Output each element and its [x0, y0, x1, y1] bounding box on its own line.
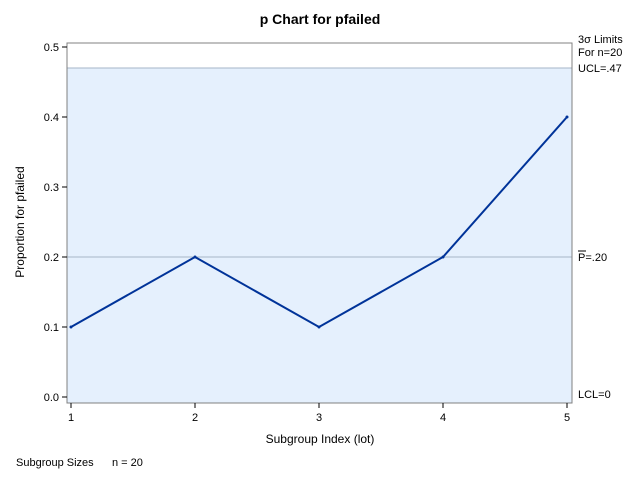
y-tick-label: 0.1 [44, 322, 59, 334]
x-tick-label: 2 [192, 412, 198, 424]
y-axis-label: Proportion for pfailed [13, 166, 27, 277]
x-axis: 1 2 3 4 5 [68, 403, 570, 424]
x-tick-label: 5 [564, 412, 570, 424]
ucl-label: UCL=.47 [578, 63, 622, 75]
data-point [441, 255, 445, 259]
data-point [565, 115, 569, 119]
subgroup-sizes-label: Subgroup Sizes [16, 457, 94, 469]
y-tick-label: 0.3 [44, 182, 59, 194]
center-label-prefix: P [578, 252, 585, 264]
limits-label-sigma: 3σ Limits [578, 34, 623, 46]
data-point [193, 255, 197, 259]
x-axis-label: Subgroup Index (lot) [266, 432, 375, 446]
y-tick-label: 0.0 [44, 392, 59, 404]
subgroup-sizes-value: n = 20 [112, 457, 143, 469]
center-label: P=.20 [578, 252, 607, 264]
chart-title: p Chart for pfailed [260, 11, 381, 27]
center-label-value: =.20 [585, 252, 607, 264]
data-points [69, 115, 569, 329]
x-tick-label: 4 [440, 412, 446, 424]
y-tick-label: 0.2 [44, 252, 59, 264]
y-tick-label: 0.4 [44, 112, 59, 124]
y-axis: 0.0 0.1 0.2 0.3 0.4 0.5 [44, 42, 67, 404]
control-limit-band [67, 68, 572, 403]
lcl-label: LCL=0 [578, 389, 611, 401]
x-tick-label: 3 [316, 412, 322, 424]
x-tick-label: 1 [68, 412, 74, 424]
data-point [69, 325, 73, 329]
y-tick-label: 0.5 [44, 42, 59, 54]
limits-label-n: For n=20 [578, 47, 622, 59]
data-point [317, 325, 321, 329]
